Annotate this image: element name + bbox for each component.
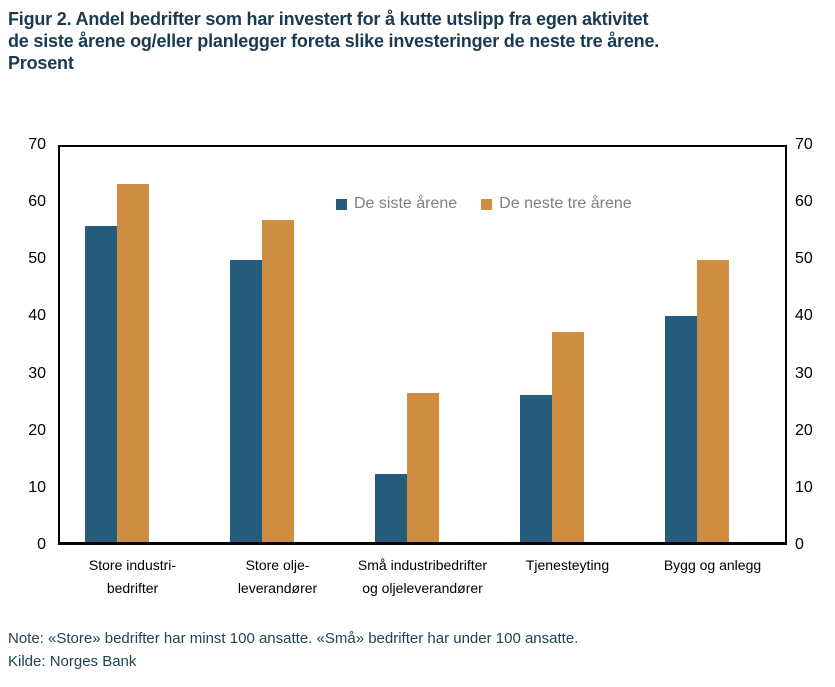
legend-swatch-blue-icon <box>336 198 347 210</box>
x-category-label-line: Store olje- <box>245 557 310 573</box>
y-tick-label-70: 70 <box>28 136 46 153</box>
x-category-label-0: Store industri-bedrifter <box>38 554 228 600</box>
x-category-label-line: Tjenesteyting <box>525 557 610 573</box>
y-tick-label-10: 10 <box>795 478 813 496</box>
legend: De siste årene De neste tre årene <box>336 195 632 213</box>
bar-series1-cat2 <box>406 392 439 542</box>
legend-swatch-orange-icon <box>481 198 493 210</box>
x-category-label-1: Store olje-leverandører <box>183 554 373 600</box>
y-tick-label-70: 70 <box>795 136 813 153</box>
x-category-label-line: bedrifter <box>106 580 159 596</box>
bar-series0-cat1 <box>229 259 262 542</box>
y-tick-label-10: 10 <box>28 478 46 496</box>
chart-title-line-3: Prosent <box>8 53 74 73</box>
footer: Note: «Store» bedrifter har minst 100 an… <box>8 627 808 673</box>
x-category-label-line: leverandører <box>237 580 318 596</box>
y-tick-label-40: 40 <box>795 307 813 325</box>
bar-series1-cat3 <box>551 331 584 542</box>
y-tick-label-0: 0 <box>37 536 46 553</box>
y-tick-label-50: 50 <box>795 250 813 268</box>
x-category-label-line: Små industribedrifter <box>357 557 488 573</box>
legend-item-de-neste-tre-arene: De neste tre årene <box>481 195 632 213</box>
bar-series0-cat2 <box>374 474 407 542</box>
chart-title-line-1: Figur 2. Andel bedrifter som har investe… <box>8 9 649 29</box>
y-tick-label-0: 0 <box>795 536 804 553</box>
bar-series0-cat4 <box>664 316 697 542</box>
y-tick-label-20: 20 <box>795 421 813 439</box>
footer-note: Note: «Store» bedrifter har minst 100 an… <box>8 630 579 647</box>
x-category-label-4: Bygg og anlegg <box>618 554 808 577</box>
bar-series1-cat0 <box>116 183 149 542</box>
y-tick-label-30: 30 <box>28 364 46 382</box>
bar-series1-cat4 <box>696 259 729 542</box>
legend-item-de-siste-arene: De siste årene <box>336 195 457 213</box>
legend-label-de-neste-tre-arene: De neste tre årene <box>499 195 632 212</box>
plot-area: De siste årene De neste tre årene <box>58 145 787 545</box>
x-category-label-line: og oljeleverandører <box>362 580 483 596</box>
x-category-label-3: Tjenesteyting <box>473 554 663 577</box>
bar-series0-cat0 <box>84 226 117 542</box>
y-tick-label-50: 50 <box>28 250 46 268</box>
x-category-label-line: Bygg og anlegg <box>663 557 762 573</box>
bar-series1-cat1 <box>261 220 294 542</box>
x-category-label-line: Store industri- <box>88 557 177 573</box>
y-tick-label-40: 40 <box>28 307 46 325</box>
y-tick-label-30: 30 <box>795 364 813 382</box>
chart-title: Figur 2. Andel bedrifter som har investe… <box>8 8 826 74</box>
y-tick-label-60: 60 <box>28 193 46 211</box>
legend-label-de-siste-arene: De siste årene <box>354 195 458 212</box>
x-category-label-2: Små industribedrifter og oljeleverandører <box>328 554 518 600</box>
footer-kilde: Kilde: Norges Bank <box>8 653 137 670</box>
chart-title-line-2: de siste årene og/eller planlegger foret… <box>8 31 660 51</box>
y-tick-label-20: 20 <box>28 421 46 439</box>
y-tick-label-60: 60 <box>795 193 813 211</box>
bar-series0-cat3 <box>519 395 552 542</box>
